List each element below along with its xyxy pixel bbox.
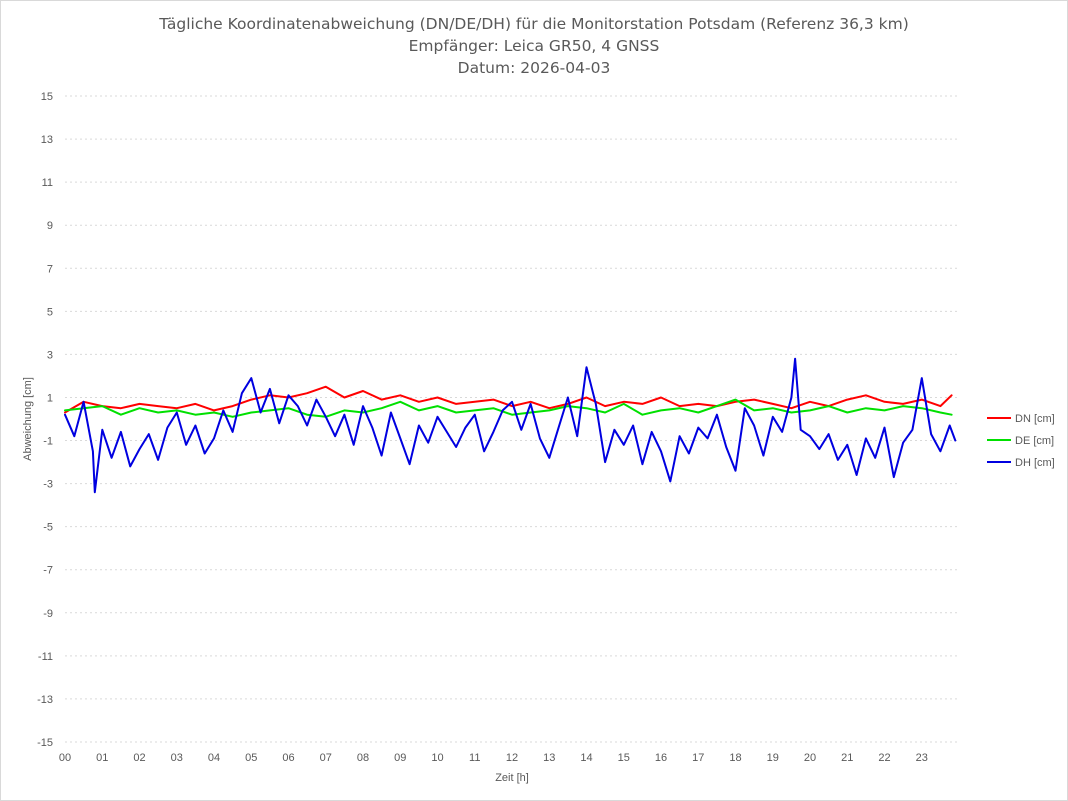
x-tick-label: 15	[618, 752, 630, 764]
x-tick-label: 04	[208, 752, 220, 764]
series-line-de	[64, 398, 953, 418]
y-tick-label: -7	[43, 565, 53, 577]
chart-title: Tägliche Koordinatenabweichung (DN/DE/DH…	[158, 15, 909, 77]
x-tick-label: 12	[506, 752, 518, 764]
x-tick-label: 06	[282, 752, 294, 764]
y-tick-label: 11	[42, 177, 53, 189]
series-line-dn	[64, 385, 953, 414]
legend-label: DH [cm]	[1015, 457, 1055, 469]
y-tick-label: 9	[47, 220, 53, 232]
y-tick-label: 5	[47, 306, 53, 318]
x-tick-label: 17	[692, 752, 704, 764]
x-tick-label: 16	[655, 752, 667, 764]
x-tick-label: 14	[580, 752, 592, 764]
x-tick-label: 21	[841, 752, 853, 764]
chart-title-line-3: Datum: 2026-04-03	[458, 59, 611, 77]
x-tick-label: 13	[543, 752, 555, 764]
y-tick-label: 7	[47, 263, 53, 275]
x-axis-ticks: 00 01 02 03 04 05 06 07 08 09 10 11 12 13 14 15 16 17 18 19…	[59, 752, 928, 764]
x-tick-label: 00	[59, 752, 71, 764]
y-tick-label: -11	[38, 651, 53, 663]
legend-label: DE [cm]	[1015, 435, 1054, 447]
x-tick-label: 08	[357, 752, 369, 764]
x-tick-label: 20	[804, 752, 816, 764]
chart-title-line-1: Tägliche Koordinatenabweichung (DN/DE/DH…	[158, 15, 909, 33]
y-tick-label: -13	[37, 694, 53, 706]
y-axis-title: Abweichung [cm]	[22, 377, 34, 461]
y-tick-label: 15	[41, 91, 53, 103]
gridlines	[65, 95, 959, 743]
series-line-dh	[64, 357, 957, 494]
y-tick-label: -3	[43, 479, 53, 491]
x-tick-label: 05	[245, 752, 257, 764]
y-tick-label: 3	[47, 349, 53, 361]
x-tick-label: 01	[96, 752, 108, 764]
legend: DN [cm] DE [cm] DH [cm]	[987, 413, 1055, 469]
y-tick-label: -15	[37, 737, 53, 749]
x-tick-label: 23	[916, 752, 928, 764]
x-axis-title: Zeit [h]	[495, 772, 529, 784]
y-tick-label: -5	[43, 522, 53, 534]
x-tick-label: 02	[133, 752, 145, 764]
x-tick-label: 09	[394, 752, 406, 764]
x-tick-label: 07	[320, 752, 332, 764]
x-tick-label: 03	[171, 752, 183, 764]
x-tick-label: 22	[878, 752, 890, 764]
x-tick-label: 10	[431, 752, 443, 764]
y-tick-label: -9	[43, 608, 53, 620]
x-tick-label: 19	[767, 752, 779, 764]
y-tick-label: -1	[43, 436, 53, 448]
y-tick-label: 1	[47, 392, 53, 404]
y-axis-ticks: 15 13 11 9 7 5 3 1 -1 -3 -5 -7 -9 -11 -13 -15	[37, 91, 53, 749]
chart-title-line-2: Empfänger: Leica GR50, 4 GNSS	[409, 37, 660, 55]
y-tick-label: 13	[41, 134, 53, 146]
x-tick-label: 11	[469, 752, 480, 764]
plot-area-series	[64, 357, 957, 494]
x-tick-label: 18	[729, 752, 741, 764]
legend-label: DN [cm]	[1015, 413, 1055, 425]
